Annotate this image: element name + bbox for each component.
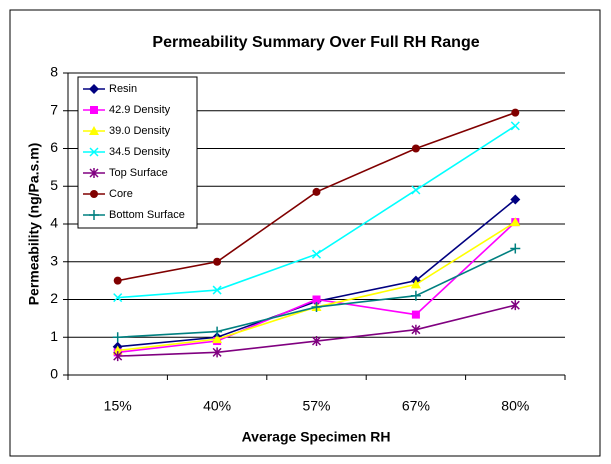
marker [311, 336, 322, 347]
marker [113, 351, 123, 362]
marker [312, 295, 321, 304]
marker [510, 217, 521, 227]
y-tick-label: 4 [50, 215, 58, 231]
marker [411, 324, 421, 335]
marker [410, 279, 421, 289]
marker [510, 121, 520, 131]
x-tick-label: 15% [104, 398, 132, 414]
marker [212, 326, 223, 337]
y-tick-label: 6 [50, 139, 58, 155]
y-tick-label: 3 [50, 252, 58, 268]
marker [113, 293, 123, 303]
legend-label: Core [109, 188, 133, 200]
marker [411, 310, 420, 319]
marker [311, 249, 322, 259]
y-tick-label: 7 [50, 101, 58, 117]
y-tick-label: 1 [50, 328, 58, 344]
marker [312, 187, 321, 196]
legend-label: Top Surface [109, 167, 168, 179]
legend-label: 39.0 Density [109, 125, 171, 137]
x-tick-label: 40% [203, 398, 231, 414]
marker [212, 334, 223, 344]
marker [89, 147, 99, 157]
marker [411, 144, 420, 153]
marker [311, 302, 322, 313]
x-tick-label: 57% [302, 398, 330, 414]
y-tick-label: 2 [50, 290, 58, 306]
legend-label: Resin [109, 83, 137, 95]
marker [113, 276, 122, 285]
chart-title: Permeability Summary Over Full RH Range [152, 34, 479, 51]
marker [89, 84, 99, 94]
marker [511, 108, 520, 117]
x-axis-label: Average Specimen RH [242, 429, 391, 445]
marker [112, 345, 123, 355]
y-tick-label: 8 [50, 64, 58, 80]
marker [510, 243, 521, 254]
marker [212, 347, 222, 358]
marker [89, 168, 99, 178]
marker [89, 126, 99, 135]
marker [90, 106, 98, 114]
legend-label: 42.9 Density [109, 104, 171, 116]
marker [410, 290, 421, 301]
x-tick-label: 80% [501, 398, 529, 414]
marker [112, 332, 123, 343]
y-tick-label: 0 [50, 366, 58, 382]
marker [213, 257, 222, 266]
marker [90, 190, 98, 198]
marker [510, 194, 521, 205]
y-axis-label: Permeability (ng/Pa.s.m) [26, 143, 42, 306]
marker [89, 210, 99, 220]
legend-label: 34.5 Density [109, 146, 171, 158]
y-tick-label: 5 [50, 177, 58, 193]
legend-label: Bottom Surface [109, 209, 185, 221]
marker [411, 185, 421, 195]
x-tick-label: 67% [402, 398, 430, 414]
marker [212, 285, 222, 295]
marker [510, 300, 520, 311]
